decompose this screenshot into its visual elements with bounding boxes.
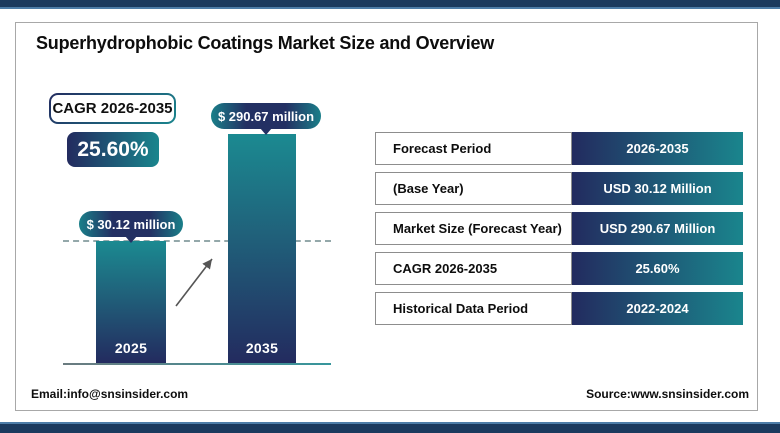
- content-panel: Superhydrophobic Coatings Market Size an…: [15, 22, 758, 411]
- row-value-historical-period: 2022-2024: [572, 292, 743, 325]
- row-value-market-size-forecast: USD 290.67 Million: [572, 212, 743, 245]
- growth-arrow-icon: [175, 258, 213, 307]
- bar-2035-year-label: 2035: [245, 340, 279, 356]
- cagr-label-box: CAGR 2026-2035: [49, 93, 176, 124]
- page-title: Superhydrophobic Coatings Market Size an…: [36, 33, 495, 53]
- row-label-forecast-period: Forecast Period: [375, 132, 572, 165]
- row-value-base-year: USD 30.12 Million: [572, 172, 743, 205]
- footer-source: Source:www.snsinsider.com: [586, 387, 749, 401]
- row-value-cagr: 25.60%: [572, 252, 743, 285]
- cagr-label: CAGR 2026-2035: [51, 95, 174, 122]
- row-label-historical-period: Historical Data Period: [375, 292, 572, 325]
- cagr-value-badge: 25.60%: [67, 132, 159, 167]
- bottom-accent-bar: [0, 422, 780, 433]
- value-callout-2025: $ 30.12 million: [79, 211, 183, 237]
- bar-2025: 2025: [96, 241, 166, 363]
- bar-2035: 2035: [228, 134, 296, 363]
- table-row: (Base Year) USD 30.12 Million: [375, 172, 743, 205]
- x-axis-line: [63, 363, 331, 365]
- table-row: Historical Data Period 2022-2024: [375, 292, 743, 325]
- footer-email: Email:info@snsinsider.com: [31, 387, 189, 401]
- table-row: Market Size (Forecast Year) USD 290.67 M…: [375, 212, 743, 245]
- summary-table: Forecast Period 2026-2035 (Base Year) US…: [375, 132, 743, 325]
- bar-chart: 2025 2035 $ 30.12 million $ 290.67 milli…: [16, 23, 376, 383]
- row-label-cagr: CAGR 2026-2035: [375, 252, 572, 285]
- reference-dashed-line: [63, 240, 331, 242]
- top-accent-bar: [0, 0, 780, 9]
- row-value-forecast-period: 2026-2035: [572, 132, 743, 165]
- table-row: Forecast Period 2026-2035: [375, 132, 743, 165]
- table-row: CAGR 2026-2035 25.60%: [375, 252, 743, 285]
- value-callout-2035: $ 290.67 million: [211, 103, 321, 129]
- row-label-market-size-forecast: Market Size (Forecast Year): [375, 212, 572, 245]
- row-label-base-year: (Base Year): [375, 172, 572, 205]
- bar-2025-year-label: 2025: [114, 340, 148, 356]
